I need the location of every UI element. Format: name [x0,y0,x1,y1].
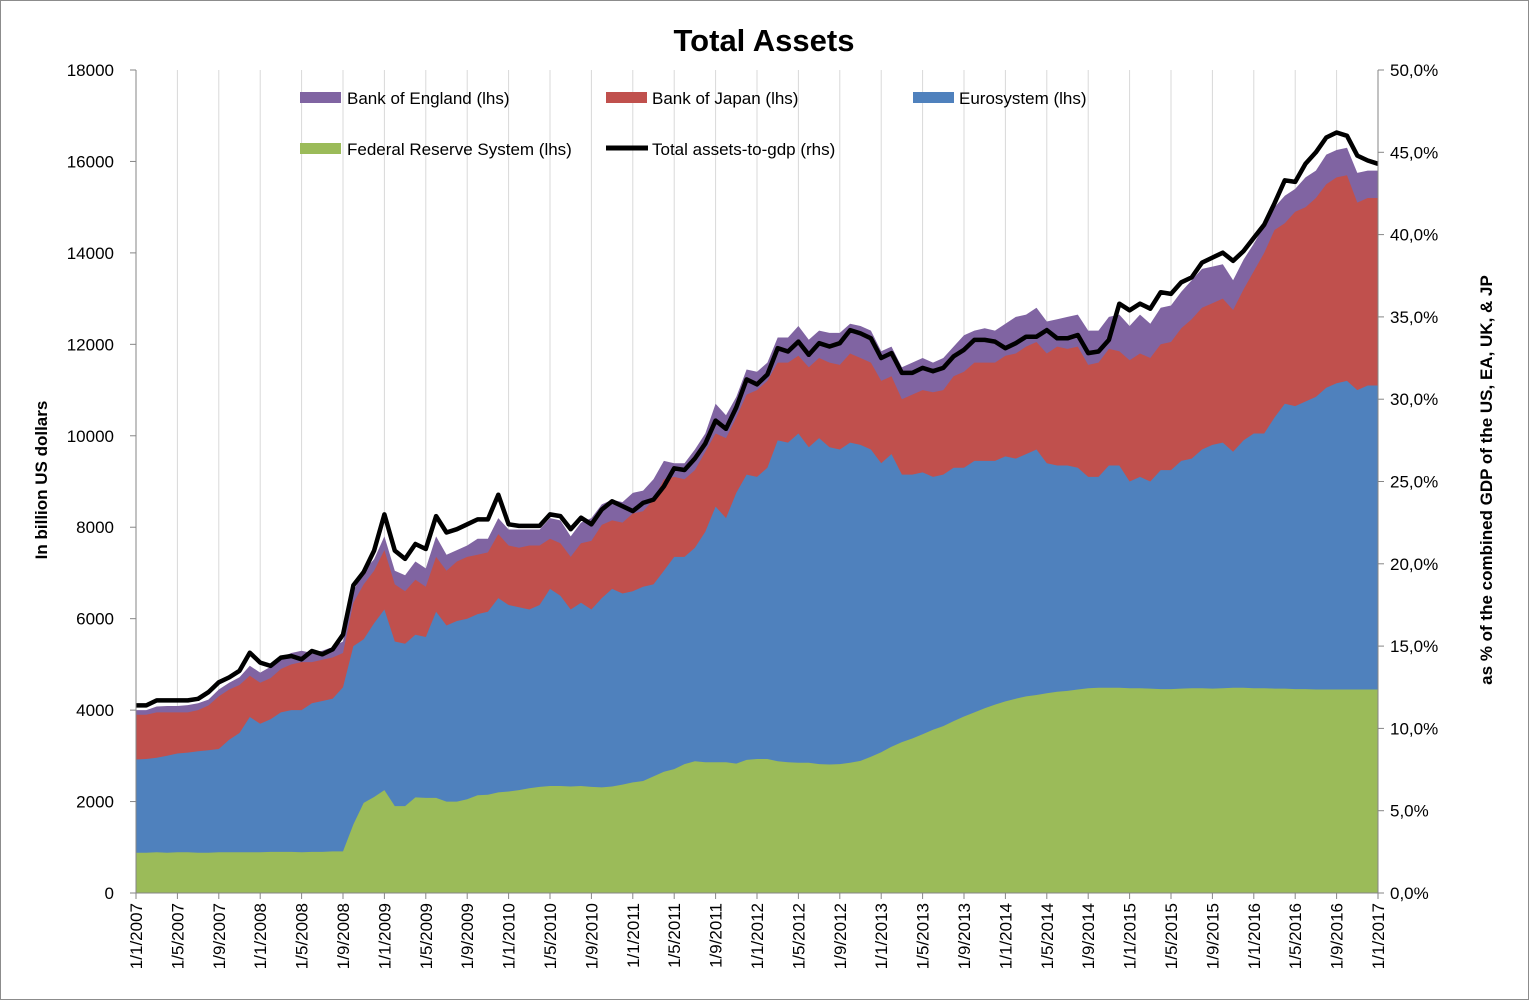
x-tick-label: 1/9/2007 [210,903,229,969]
area-series [136,147,1378,893]
y-tick-label-right: 25,0% [1390,473,1438,492]
y-tick-label-left: 14000 [67,244,114,263]
legend-swatch-bank-of-japan [606,92,647,103]
x-tick-label: 1/1/2010 [500,903,519,969]
y-tick-label-left: 10000 [67,427,114,446]
x-tick-label: 1/1/2014 [996,903,1015,969]
legend-label-federal-reserve: Federal Reserve System (lhs) [347,140,572,159]
legend-swatch-eurosystem [913,92,954,103]
x-tick-label: 1/9/2012 [831,903,850,969]
line-total-assets-to-gdp [136,130,1379,708]
y-tick-label-left: 16000 [67,152,114,171]
y-tick-label-right: 10,0% [1390,719,1438,738]
y-tick-label-left: 18000 [67,61,114,80]
x-tick-label: 1/5/2011 [665,903,684,968]
y-ticks-right: 0,0% 5,0% 10,0% 15,0% 20,0% 25,0% 30,0% 35,0% 40… [1378,61,1438,903]
legend-label-eurosystem: Eurosystem (lhs) [959,89,1087,108]
y-tick-label-right: 20,0% [1390,555,1438,574]
x-tick-label: 1/1/2008 [251,903,270,969]
chart-title: Total Assets [674,23,855,58]
x-tick-label: 1/5/2008 [293,903,312,969]
x-tick-label: 1/1/2012 [748,903,767,969]
x-tick-label: 1/5/2013 [914,903,933,969]
x-tick-label: 1/9/2011 [707,903,726,968]
x-tick-label: 1/1/2016 [1245,903,1264,969]
x-tick-label: 1/9/2014 [1079,903,1098,969]
x-tick-label: 1/5/2016 [1286,903,1305,969]
legend: Bank of England (lhs) Bank of Japan (lhs… [300,89,1087,159]
x-tick-label: 1/1/2013 [872,903,891,969]
y-tick-label-left: 12000 [67,335,114,354]
y-ticks-left: 0 2000 4000 6000 8000 10000 12000 14000 16000 180… [67,61,136,903]
x-tick-label: 1/1/2011 [624,903,643,968]
legend-label-total-assets-to-gdp: Total assets-to-gdp (rhs) [652,140,835,159]
y-tick-label-right: 50,0% [1390,61,1438,80]
x-tick-label: 1/5/2014 [1038,903,1057,969]
x-tick-label: 1/9/2015 [1203,903,1222,969]
x-tick-label: 1/5/2007 [168,903,187,969]
y-tick-label-right: 35,0% [1390,308,1438,327]
area-federal-reserve-system-lhs [136,687,1378,893]
x-ticks: 1/1/2007 1/5/2007 1/9/2007 1/1/2008 1/5/2008… [127,893,1388,969]
x-tick-label: 1/1/2017 [1369,903,1388,969]
y-tick-label-left: 2000 [76,793,114,812]
legend-swatch-federal-reserve [300,143,341,154]
x-tick-label: 1/1/2007 [127,903,146,969]
x-tick-label: 1/5/2012 [789,903,808,969]
x-tick-label: 1/1/2009 [375,903,394,969]
x-tick-label: 1/9/2009 [458,903,477,969]
x-tick-label: 1/9/2010 [582,903,601,969]
x-tick-label: 1/9/2016 [1328,903,1347,969]
x-tick-label: 1/9/2013 [955,903,974,969]
legend-label-bank-of-japan: Bank of Japan (lhs) [652,89,798,108]
y-tick-label-right: 0,0% [1390,884,1429,903]
y-axis-label-right: as % of the combined GDP of the US, EA, … [1477,275,1496,685]
y-tick-label-right: 30,0% [1390,390,1438,409]
y-tick-label-right: 15,0% [1390,637,1438,656]
legend-label-bank-of-england: Bank of England (lhs) [347,89,510,108]
x-tick-label: 1/5/2015 [1162,903,1181,969]
y-tick-label-right: 45,0% [1390,143,1438,162]
y-tick-label-left: 8000 [76,518,114,537]
y-tick-label-left: 4000 [76,701,114,720]
x-tick-label: 1/5/2009 [417,903,436,969]
y-tick-label-right: 40,0% [1390,226,1438,245]
y-tick-label-right: 5,0% [1390,802,1429,821]
y-tick-label-left: 0 [105,884,114,903]
x-tick-label: 1/1/2015 [1121,903,1140,969]
x-tick-label: 1/9/2008 [334,903,353,969]
legend-swatch-bank-of-england [300,92,341,103]
x-tick-label: 1/5/2010 [541,903,560,969]
line-series [136,130,1379,708]
y-axis-label-left: In billion US dollars [32,401,51,560]
y-tick-label-left: 6000 [76,610,114,629]
